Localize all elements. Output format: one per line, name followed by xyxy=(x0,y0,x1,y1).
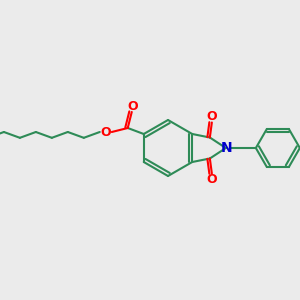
Text: O: O xyxy=(100,125,111,139)
Text: O: O xyxy=(206,110,217,123)
Text: O: O xyxy=(128,100,138,112)
Text: O: O xyxy=(206,173,217,186)
Text: N: N xyxy=(221,141,233,155)
